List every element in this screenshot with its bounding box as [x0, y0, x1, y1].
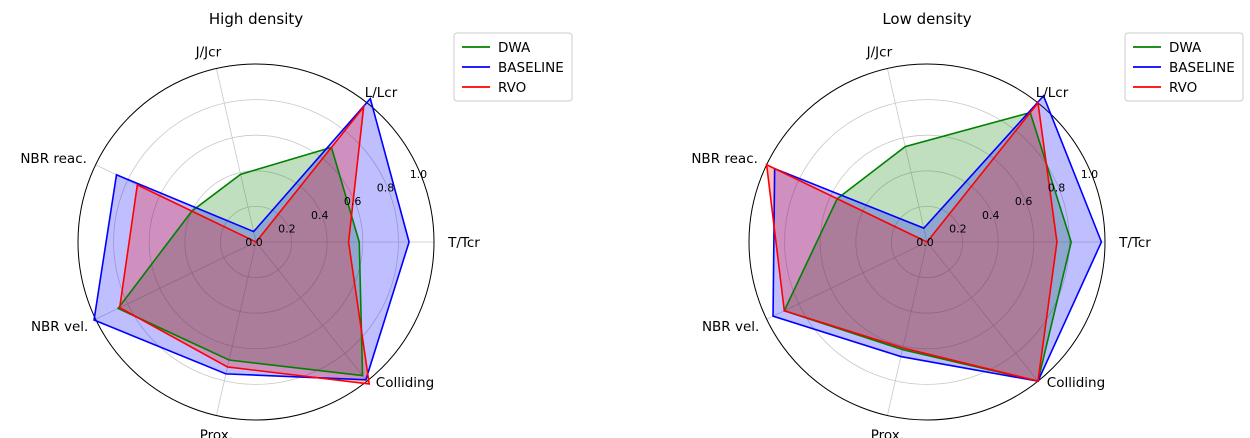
- radial-tick-label: 0.4: [311, 209, 329, 222]
- legend-label: BASELINE: [1169, 60, 1235, 76]
- radial-tick-label: 1.0: [1081, 168, 1099, 181]
- axis-label: Colliding: [376, 375, 434, 391]
- axis-label: NBR vel.: [702, 319, 759, 335]
- polar-frame: [748, 63, 1106, 421]
- axis-label: NBR reac.: [20, 151, 87, 167]
- grid-spoke: [95, 241, 257, 320]
- legend-box: [1124, 32, 1244, 102]
- axis-label: T/Tcr: [1118, 235, 1151, 251]
- radial-tick-label: 1.0: [410, 168, 428, 181]
- radial-tick-label: 0.2: [949, 222, 967, 235]
- series-area-baseline: [773, 95, 1102, 382]
- axis-label: J/Jcr: [195, 44, 222, 60]
- series-line-rvo: [118, 104, 371, 385]
- radial-tick-label: 0.8: [377, 182, 395, 195]
- radial-tick-label: 0.6: [344, 195, 362, 208]
- legend-label: DWA: [498, 40, 531, 56]
- legend: DWA BASELINE RVO: [1124, 32, 1244, 102]
- grid-spoke: [255, 241, 368, 382]
- axis-label: Prox.: [200, 428, 233, 438]
- axis-label: L/Lcr: [365, 85, 398, 101]
- series-line-baseline: [772, 94, 1103, 383]
- series-line-baseline: [93, 97, 410, 381]
- radial-tick-label: 0.0: [245, 236, 263, 249]
- legend: DWA BASELINE RVO: [453, 32, 573, 102]
- radial-tick-label: 0.8: [1048, 182, 1066, 195]
- legend-label: DWA: [1169, 40, 1202, 56]
- legend-label: RVO: [498, 80, 526, 96]
- series-line-rvo: [765, 100, 1058, 383]
- legend-label: BASELINE: [498, 60, 564, 76]
- axis-label: Prox.: [871, 428, 904, 438]
- series-area-dwa: [118, 147, 363, 376]
- grid-spoke: [887, 68, 928, 243]
- grid-spoke: [766, 241, 928, 320]
- radial-tick-label: 0.4: [982, 209, 1000, 222]
- radial-tick-label: 0.6: [1015, 195, 1033, 208]
- series-area-dwa: [784, 112, 1072, 382]
- axis-label: Colliding: [1047, 375, 1105, 391]
- series-area-rvo: [119, 107, 370, 384]
- axis-label: NBR vel.: [31, 319, 88, 335]
- axis-label: NBR reac.: [691, 151, 758, 167]
- grid-spoke: [926, 241, 1039, 382]
- radar-chart-1: High density 0.0 0.2 0.4 0.6 0.8 1.0 T/Tcr L/Lcr…: [20, 10, 573, 438]
- chart-title: High density: [209, 10, 303, 28]
- legend-label: RVO: [1169, 80, 1197, 96]
- radial-tick-label: 0.2: [278, 222, 296, 235]
- radial-tick-label: 0.0: [916, 236, 934, 249]
- axis-label: L/Lcr: [1036, 85, 1069, 101]
- chart-title: Low density: [882, 10, 971, 28]
- grid-spoke: [887, 241, 928, 416]
- polar-frame: [77, 63, 435, 421]
- grid-spoke: [216, 241, 257, 416]
- legend-box: [453, 32, 573, 102]
- grid-spoke: [216, 68, 257, 243]
- series-area-rvo: [766, 102, 1057, 382]
- series-line-dwa: [116, 146, 364, 377]
- axis-label: T/Tcr: [447, 235, 480, 251]
- axis-label: J/Jcr: [866, 44, 893, 60]
- radar-chart-2: Low density 0.0 0.2 0.4 0.6 0.8 1.0 T/Tcr L/Lcr J…: [691, 10, 1244, 438]
